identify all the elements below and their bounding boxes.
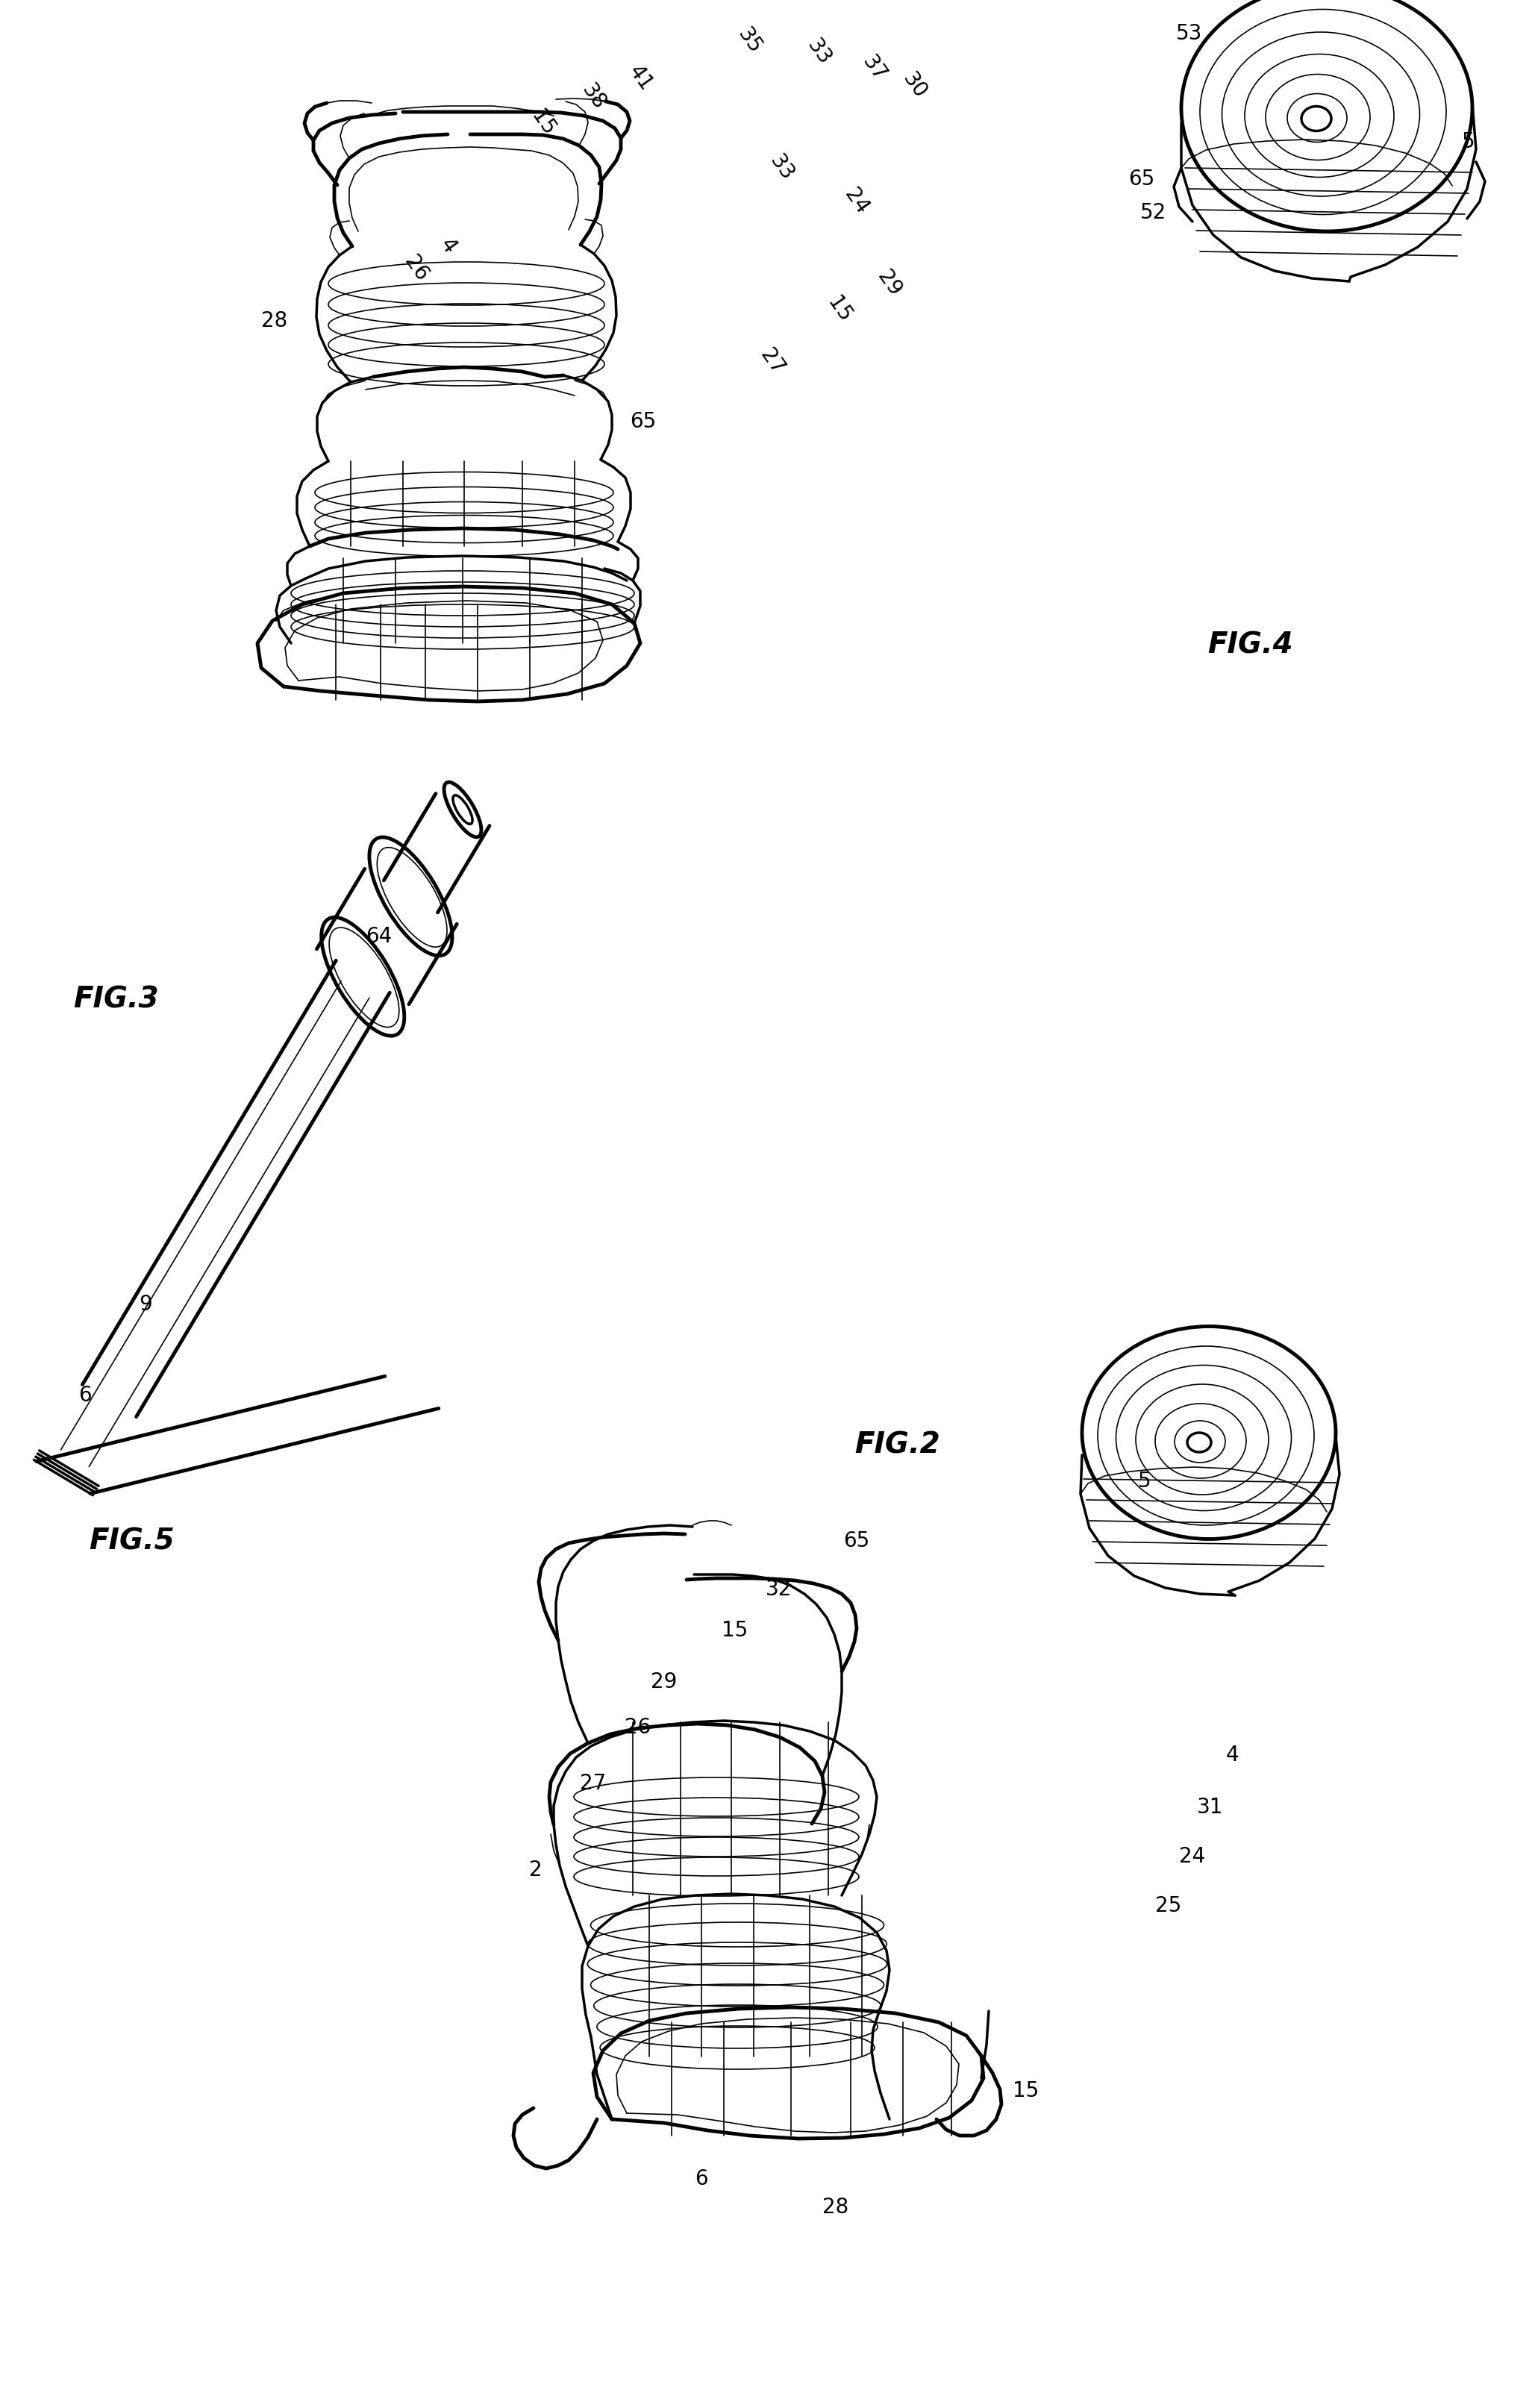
Text: FIG.3: FIG.3 — [74, 985, 159, 1014]
Text: 53: 53 — [1177, 24, 1203, 43]
Text: 29: 29 — [651, 1671, 677, 1693]
Text: FIG.5: FIG.5 — [89, 1527, 175, 1556]
Text: 65: 65 — [844, 1531, 870, 1551]
Text: 37: 37 — [858, 53, 890, 84]
Text: 38: 38 — [578, 79, 610, 113]
Text: 65: 65 — [630, 412, 656, 431]
Text: 15: 15 — [527, 106, 559, 140]
Text: 24: 24 — [841, 185, 873, 219]
Text: 28: 28 — [823, 2196, 849, 2218]
Text: 15: 15 — [823, 294, 855, 327]
Text: 4: 4 — [435, 236, 460, 258]
Text: 9: 9 — [139, 1293, 152, 1315]
Text: 27: 27 — [581, 1772, 607, 1794]
Text: 65: 65 — [1129, 169, 1155, 190]
Text: 5: 5 — [1462, 132, 1475, 152]
Text: 6: 6 — [696, 2170, 708, 2189]
Text: 15: 15 — [722, 1621, 748, 1640]
Text: 6: 6 — [78, 1385, 92, 1406]
Text: 25: 25 — [1155, 1895, 1181, 1917]
Text: 2: 2 — [529, 1859, 542, 1881]
Text: 4: 4 — [1226, 1746, 1238, 1765]
Ellipse shape — [1082, 1327, 1336, 1539]
Ellipse shape — [1181, 0, 1472, 231]
Text: 26: 26 — [625, 1717, 651, 1739]
Text: 52: 52 — [1140, 202, 1166, 224]
Text: 32: 32 — [766, 1580, 792, 1599]
Text: 35: 35 — [734, 24, 766, 58]
Text: FIG.2: FIG.2 — [855, 1430, 941, 1459]
Text: 28: 28 — [262, 311, 288, 332]
Text: 24: 24 — [1180, 1847, 1206, 1866]
Text: 64: 64 — [366, 927, 392, 946]
Text: 31: 31 — [1196, 1796, 1224, 1818]
Text: 15: 15 — [1013, 2081, 1039, 2102]
Text: 30: 30 — [899, 70, 931, 104]
Text: 27: 27 — [757, 344, 789, 378]
Text: 33: 33 — [803, 36, 835, 70]
Text: 26: 26 — [400, 253, 432, 287]
Text: 33: 33 — [766, 152, 798, 185]
Text: 29: 29 — [873, 267, 905, 301]
Text: 5: 5 — [1138, 1471, 1151, 1491]
Text: 41: 41 — [624, 63, 656, 96]
Text: FIG.4: FIG.4 — [1207, 631, 1293, 660]
